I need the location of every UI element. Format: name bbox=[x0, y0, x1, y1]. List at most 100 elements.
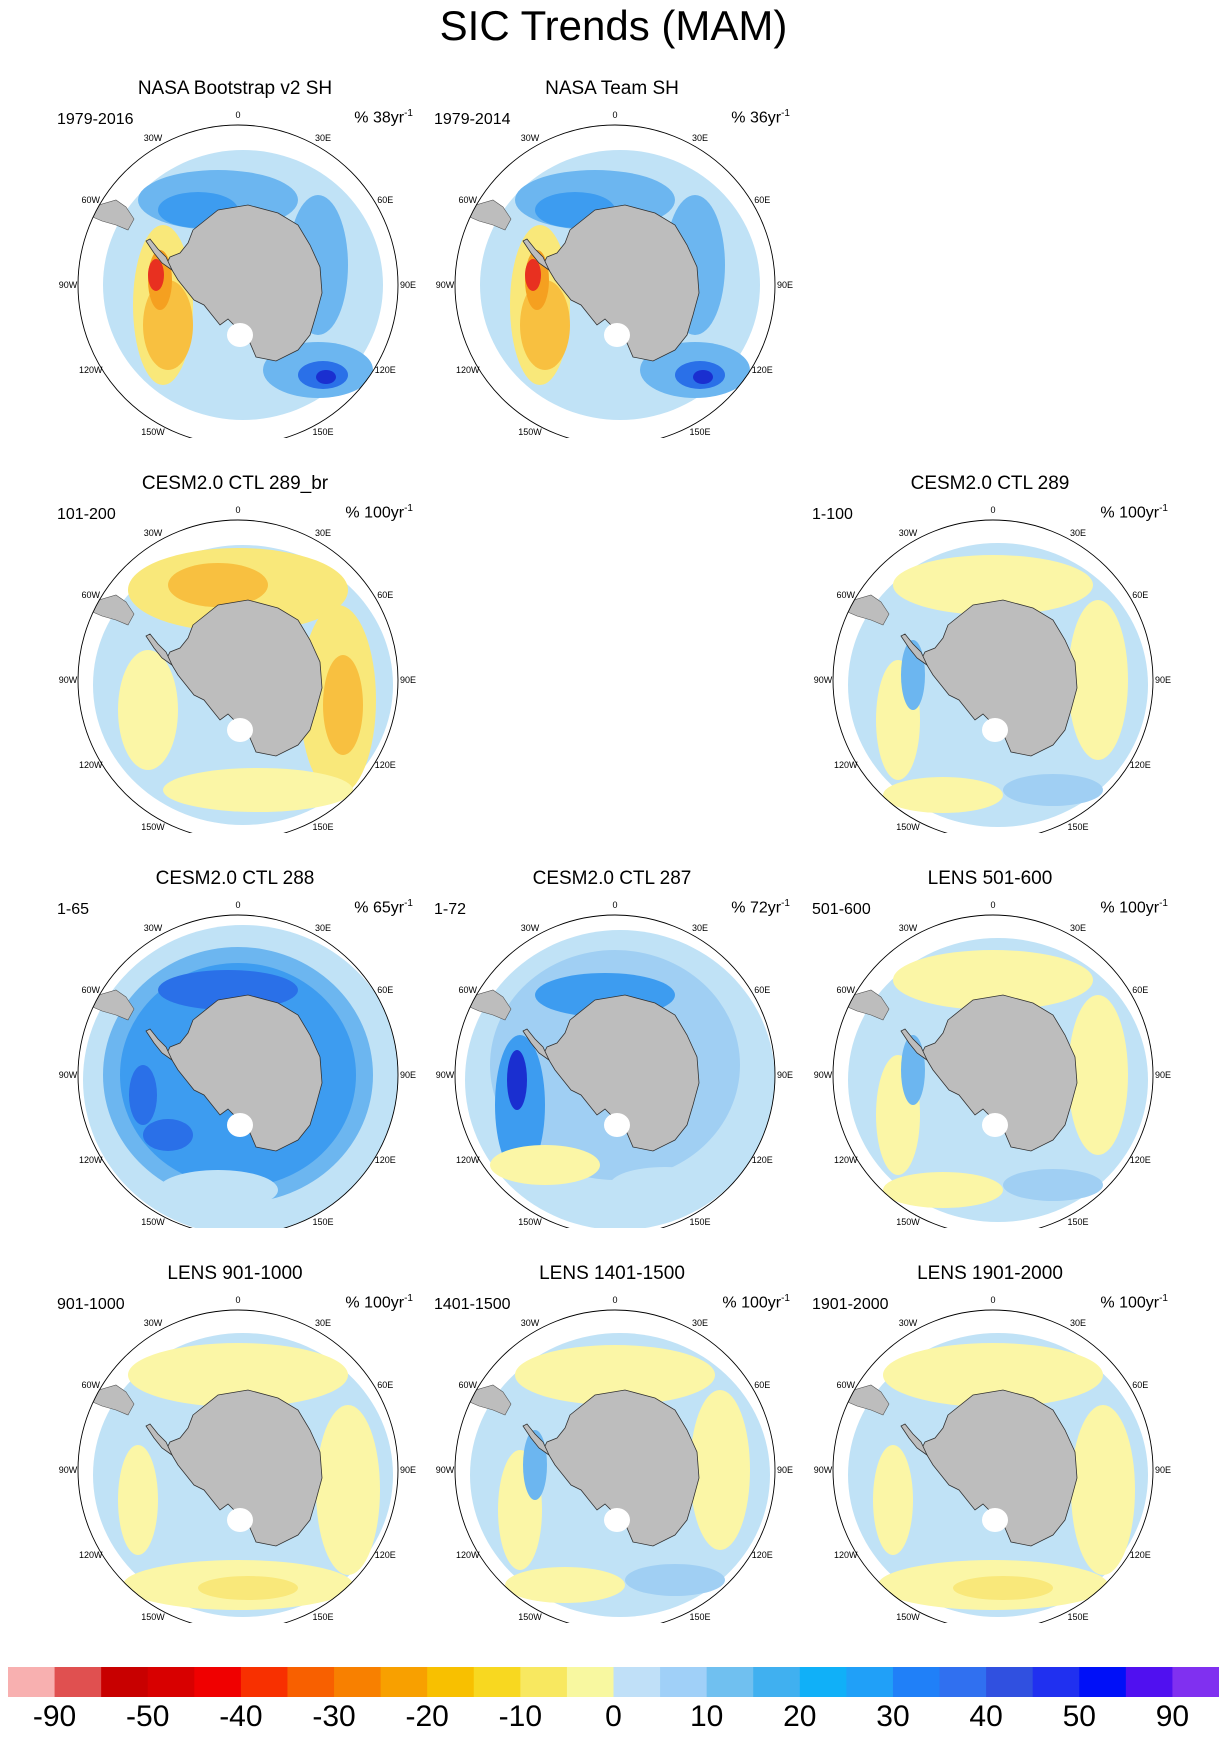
longitude-label: 0 bbox=[990, 900, 995, 910]
longitude-label: 120E bbox=[752, 1550, 773, 1560]
longitude-label: 30E bbox=[692, 133, 708, 143]
longitude-label: 90E bbox=[400, 280, 416, 290]
longitude-label: 120E bbox=[375, 1155, 396, 1165]
units-text: % 100yr bbox=[1100, 899, 1160, 917]
longitude-label: 150E bbox=[689, 1612, 710, 1622]
longitude-label: 90E bbox=[400, 675, 416, 685]
trend-region bbox=[148, 259, 164, 291]
longitude-label: 150W bbox=[896, 822, 920, 832]
longitude-label: 30E bbox=[1070, 1318, 1086, 1328]
trend-region bbox=[163, 768, 353, 812]
polar-map-lens-1901: 030E60E90E120E150E180150W120W90W60W30W bbox=[814, 1295, 1171, 1623]
units-text: % 100yr bbox=[1100, 504, 1160, 522]
colorbar-box bbox=[1172, 1667, 1219, 1697]
colorbar-box bbox=[566, 1667, 614, 1697]
units-exponent: -1 bbox=[781, 1293, 790, 1304]
longitude-label: 90E bbox=[777, 280, 793, 290]
colorbar-box bbox=[660, 1667, 708, 1697]
antarctic-peninsula-land bbox=[145, 633, 173, 667]
colorbar-box bbox=[334, 1667, 382, 1697]
map-boundary-circle bbox=[454, 124, 776, 438]
trend-region bbox=[893, 950, 1093, 1010]
trend-region bbox=[129, 1065, 157, 1125]
panel-title: LENS 1901-2000 bbox=[917, 1263, 1063, 1284]
map-panel-lens-901: 030E60E90E120E150E180150W120W90W60W30WLE… bbox=[45, 1263, 425, 1623]
antarctic-peninsula-land bbox=[522, 238, 550, 272]
panel-units: % 38yr-1 bbox=[354, 108, 413, 127]
panel-units: % 72yr-1 bbox=[731, 898, 790, 917]
trend-region bbox=[505, 1567, 625, 1603]
longitude-label: 120W bbox=[834, 1550, 858, 1560]
longitude-label: 150W bbox=[141, 822, 165, 832]
antarctic-peninsula-land bbox=[900, 1028, 928, 1062]
longitude-label: 0 bbox=[990, 1295, 995, 1305]
longitude-label: 150W bbox=[896, 1612, 920, 1622]
longitude-label: 30E bbox=[692, 923, 708, 933]
longitude-label: 90W bbox=[436, 1465, 455, 1475]
ross-ice-shelf bbox=[604, 323, 630, 347]
colorbar-box bbox=[194, 1667, 242, 1697]
trend-region bbox=[693, 370, 713, 384]
trend-region bbox=[625, 1564, 725, 1596]
trend-region bbox=[168, 563, 268, 607]
panel-units: % 100yr-1 bbox=[345, 1293, 413, 1312]
longitude-label: 0 bbox=[612, 900, 617, 910]
polar-map-cesm-289-br: 030E60E90E120E150E180150W120W90W60W30W bbox=[59, 505, 416, 833]
longitude-label: 60E bbox=[754, 1380, 770, 1390]
colorbar-box bbox=[240, 1667, 288, 1697]
colorbar-box bbox=[287, 1667, 335, 1697]
longitude-label: 150E bbox=[312, 822, 333, 832]
panel-title: LENS 501-600 bbox=[927, 868, 1053, 889]
panel-period: 1979-2014 bbox=[434, 111, 511, 128]
ross-ice-shelf bbox=[604, 1508, 630, 1532]
trend-region bbox=[893, 555, 1093, 615]
longitude-label: 120W bbox=[79, 760, 103, 770]
longitude-label: 120E bbox=[375, 760, 396, 770]
longitude-label: 30E bbox=[315, 1318, 331, 1328]
panel-title: CESM2.0 CTL 288 bbox=[155, 868, 315, 889]
longitude-label: 150W bbox=[141, 1612, 165, 1622]
longitude-label: 150W bbox=[518, 1217, 542, 1227]
longitude-label: 120E bbox=[1130, 1155, 1151, 1165]
units-exponent: -1 bbox=[404, 108, 413, 119]
longitude-label: 30E bbox=[1070, 923, 1086, 933]
trend-region bbox=[525, 259, 541, 291]
longitude-label: 150E bbox=[1067, 1217, 1088, 1227]
longitude-label: 90E bbox=[1155, 675, 1171, 685]
trend-region bbox=[883, 1343, 1103, 1407]
trend-region bbox=[128, 1343, 348, 1407]
units-text: % 100yr bbox=[345, 1294, 405, 1312]
units-text: % 72yr bbox=[731, 899, 782, 917]
trend-region bbox=[515, 1345, 715, 1405]
longitude-label: 60E bbox=[377, 1380, 393, 1390]
map-boundary-circle bbox=[832, 519, 1154, 833]
polar-map-cesm-287: 030E60E90E120E150E180150W120W90W60W30W bbox=[436, 900, 793, 1228]
trend-region bbox=[1071, 1405, 1135, 1575]
longitude-label: 60W bbox=[837, 985, 856, 995]
longitude-label: 150E bbox=[1067, 1612, 1088, 1622]
longitude-label: 60W bbox=[82, 195, 101, 205]
longitude-label: 120W bbox=[79, 1155, 103, 1165]
longitude-label: 120W bbox=[834, 760, 858, 770]
map-boundary-circle bbox=[832, 1309, 1154, 1623]
longitude-label: 90W bbox=[436, 280, 455, 290]
colorbar-box bbox=[613, 1667, 661, 1697]
longitude-label: 60E bbox=[754, 985, 770, 995]
units-exponent: -1 bbox=[781, 898, 790, 909]
longitude-label: 90W bbox=[59, 280, 78, 290]
colorbar-box bbox=[846, 1667, 894, 1697]
longitude-label: 120E bbox=[1130, 1550, 1151, 1560]
longitude-label: 60E bbox=[377, 985, 393, 995]
longitude-label: 120E bbox=[375, 365, 396, 375]
colorbar-box bbox=[892, 1667, 941, 1697]
antarctic-peninsula-land bbox=[522, 1423, 550, 1457]
longitude-label: 120W bbox=[79, 365, 103, 375]
panel-units: % 100yr-1 bbox=[1100, 503, 1168, 522]
polar-map-lens-901: 030E60E90E120E150E180150W120W90W60W30W bbox=[59, 1295, 416, 1623]
map-boundary-circle bbox=[832, 914, 1154, 1228]
longitude-label: 90W bbox=[59, 1465, 78, 1475]
longitude-label: 90E bbox=[400, 1465, 416, 1475]
trend-region bbox=[507, 1050, 527, 1110]
longitude-label: 90W bbox=[59, 675, 78, 685]
panel-period: 1-72 bbox=[434, 901, 467, 918]
